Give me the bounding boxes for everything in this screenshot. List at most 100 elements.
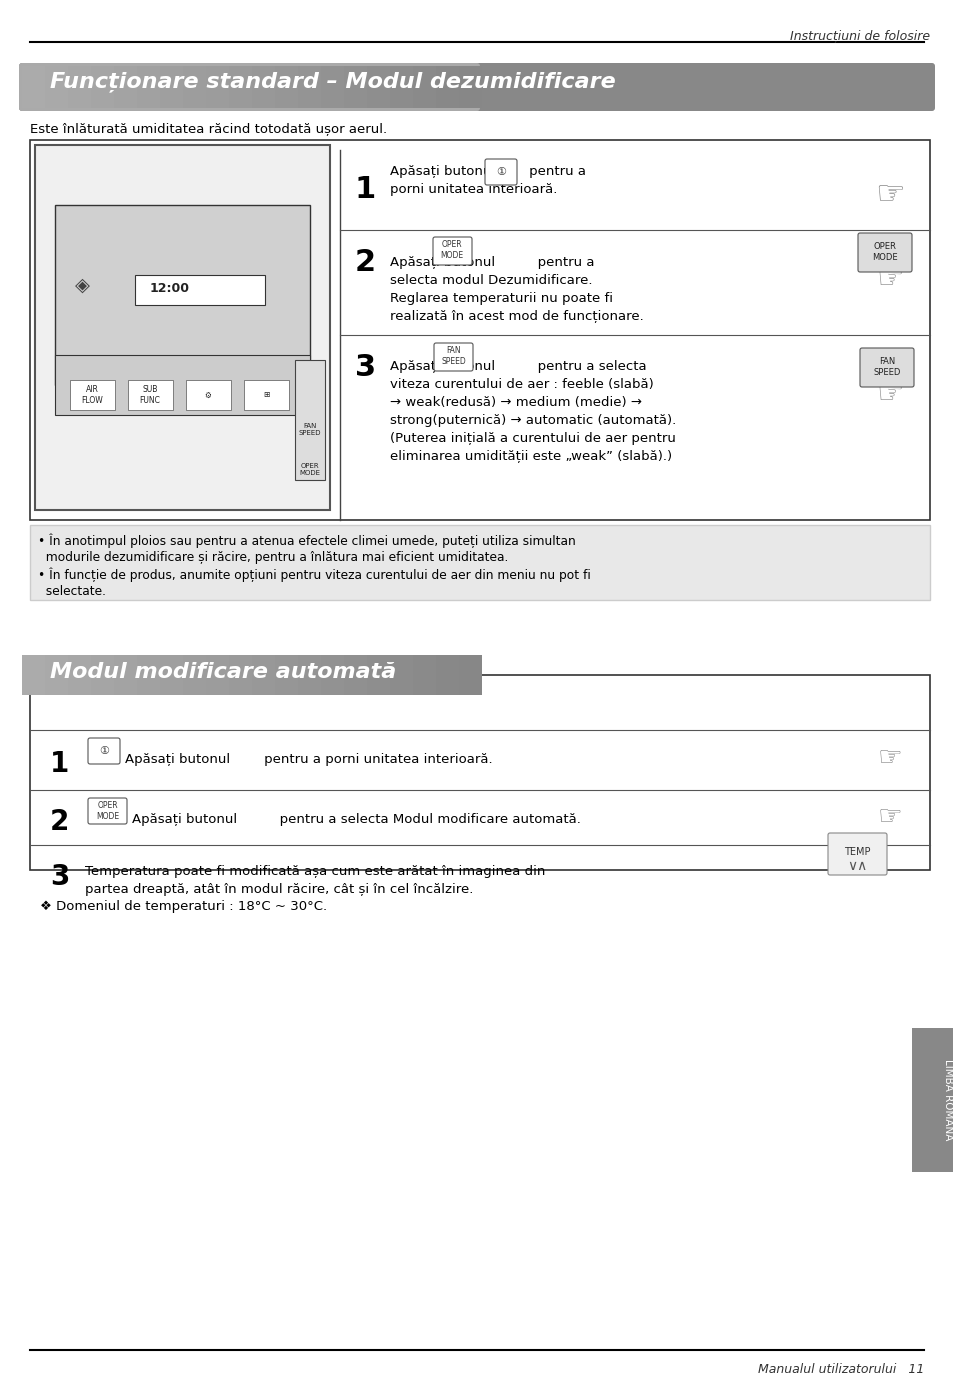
Bar xyxy=(252,66,274,108)
Bar xyxy=(458,66,481,108)
Bar xyxy=(274,655,297,694)
Bar xyxy=(206,66,229,108)
Text: Instrucțiuni de folosire: Instrucțiuni de folosire xyxy=(789,29,929,43)
Text: ⊞: ⊞ xyxy=(262,391,269,399)
Bar xyxy=(344,655,367,694)
Text: partea dreaptă, atât în modul răcire, cât și în cel încălzire.: partea dreaptă, atât în modul răcire, câ… xyxy=(85,883,473,896)
Bar xyxy=(320,66,344,108)
Text: Este înlăturată umiditatea răcind totodată ușor aerul.: Este înlăturată umiditatea răcind totoda… xyxy=(30,122,387,134)
Text: ①: ① xyxy=(99,746,109,756)
FancyBboxPatch shape xyxy=(827,833,886,875)
Bar xyxy=(229,66,252,108)
Text: Apăsați butonul        pentru a
porni unitatea interioară.: Apăsați butonul pentru a porni unitatea … xyxy=(390,165,585,196)
Text: Temperatura poate fi modificată așa cum este arătat în imaginea din: Temperatura poate fi modificată așa cum … xyxy=(85,865,545,878)
Text: Manualul utilizatorului   11: Manualul utilizatorului 11 xyxy=(757,1364,923,1376)
Bar xyxy=(297,66,320,108)
Bar xyxy=(160,66,183,108)
Text: Apăsați butonul          pentru a selecta: Apăsați butonul pentru a selecta xyxy=(390,360,646,372)
Text: OPER
MODE: OPER MODE xyxy=(96,801,119,820)
FancyBboxPatch shape xyxy=(857,232,911,272)
Text: 2: 2 xyxy=(355,248,375,277)
Text: Apăsați butonul          pentru a: Apăsați butonul pentru a xyxy=(390,256,594,269)
Bar xyxy=(344,66,367,108)
Bar xyxy=(45,655,68,694)
Text: ☞: ☞ xyxy=(877,804,902,832)
Bar xyxy=(137,66,160,108)
Text: TEMP: TEMP xyxy=(842,847,869,857)
Bar xyxy=(30,675,929,869)
Bar xyxy=(186,379,231,410)
FancyBboxPatch shape xyxy=(88,798,127,825)
Bar xyxy=(320,655,344,694)
Text: 2: 2 xyxy=(50,808,70,836)
Text: Reglarea temperaturii nu poate fi: Reglarea temperaturii nu poate fi xyxy=(390,293,613,305)
Text: viteza curentului de aer : feeble (slabă): viteza curentului de aer : feeble (slabă… xyxy=(390,378,653,391)
Bar xyxy=(68,66,91,108)
Bar xyxy=(367,66,390,108)
Text: selecta modul Dezumidificare.: selecta modul Dezumidificare. xyxy=(390,274,592,287)
Text: OPER
MODE: OPER MODE xyxy=(440,241,463,260)
Bar xyxy=(390,66,413,108)
Text: ◈: ◈ xyxy=(75,276,90,294)
Text: realizată în acest mod de funcționare.: realizată în acest mod de funcționare. xyxy=(390,309,643,323)
Bar xyxy=(274,66,297,108)
Text: 3: 3 xyxy=(50,862,70,890)
Bar xyxy=(55,204,310,385)
Text: eliminarea umidității este „weak” (slabă).): eliminarea umidității este „weak” (slabă… xyxy=(390,449,672,463)
Bar xyxy=(91,66,113,108)
Text: → weak(redusă) → medium (medie) →: → weak(redusă) → medium (medie) → xyxy=(390,396,641,409)
Text: (Puterea inițială a curentului de aer pentru: (Puterea inițială a curentului de aer pe… xyxy=(390,433,675,445)
Text: OPER
MODE: OPER MODE xyxy=(871,242,897,262)
Bar xyxy=(206,655,229,694)
Text: Modul modificare automată: Modul modificare automată xyxy=(50,662,395,682)
Bar xyxy=(91,655,113,694)
Bar xyxy=(294,360,325,480)
Bar xyxy=(135,274,265,305)
Bar xyxy=(35,146,330,510)
Bar xyxy=(30,140,929,519)
Bar xyxy=(160,655,183,694)
Text: LIMBA ROMÂNĂ: LIMBA ROMÂNĂ xyxy=(942,1060,952,1141)
Bar xyxy=(436,655,458,694)
Bar xyxy=(70,379,115,410)
FancyBboxPatch shape xyxy=(484,160,517,185)
Bar xyxy=(30,525,929,601)
Bar xyxy=(390,655,413,694)
Text: ☞: ☞ xyxy=(874,178,904,211)
Text: modurile dezumidificare și răcire, pentru a înlătura mai eficient umiditatea.: modurile dezumidificare și răcire, pentr… xyxy=(38,552,508,564)
Text: ☞: ☞ xyxy=(877,743,902,771)
Text: strong(puternică) → automatic (automată).: strong(puternică) → automatic (automată)… xyxy=(390,414,676,427)
Bar xyxy=(183,655,206,694)
Text: ❖ Domeniul de temperaturi : 18°C ~ 30°C.: ❖ Domeniul de temperaturi : 18°C ~ 30°C. xyxy=(40,900,327,913)
Text: ☞: ☞ xyxy=(876,266,902,294)
Bar xyxy=(367,655,390,694)
Text: selectate.: selectate. xyxy=(38,585,106,598)
Text: FAN
SPEED: FAN SPEED xyxy=(872,357,900,377)
Text: 12:00: 12:00 xyxy=(150,281,190,294)
Text: Apăsați butonul          pentru a selecta Modul modificare automată.: Apăsați butonul pentru a selecta Modul m… xyxy=(132,813,580,826)
Text: AIR
FLOW: AIR FLOW xyxy=(81,385,103,405)
FancyBboxPatch shape xyxy=(433,237,472,265)
Bar xyxy=(55,356,310,414)
Text: OPER
MODE: OPER MODE xyxy=(299,463,320,476)
Bar xyxy=(68,655,91,694)
FancyBboxPatch shape xyxy=(434,343,473,371)
Text: Apăsați butonul        pentru a porni unitatea interioară.: Apăsați butonul pentru a porni unitatea … xyxy=(125,753,492,766)
FancyBboxPatch shape xyxy=(859,349,913,386)
Bar xyxy=(252,655,274,694)
Bar xyxy=(436,66,458,108)
Bar xyxy=(244,379,289,410)
Text: Funcționare standard – Modul dezumidificare: Funcționare standard – Modul dezumidific… xyxy=(50,71,615,92)
Text: ∨∧: ∨∧ xyxy=(846,860,866,874)
Text: SUB
FUNC: SUB FUNC xyxy=(139,385,160,405)
FancyBboxPatch shape xyxy=(19,63,934,111)
Bar xyxy=(113,66,137,108)
Text: • În funcție de produs, anumite opțiuni pentru viteza curentului de aer din meni: • În funcție de produs, anumite opțiuni … xyxy=(38,568,590,582)
Text: ⚙: ⚙ xyxy=(204,391,212,399)
FancyBboxPatch shape xyxy=(88,738,120,764)
Bar xyxy=(297,655,320,694)
Text: ①: ① xyxy=(496,167,505,176)
Bar xyxy=(22,655,45,694)
Text: 1: 1 xyxy=(355,175,375,204)
Bar xyxy=(128,379,172,410)
